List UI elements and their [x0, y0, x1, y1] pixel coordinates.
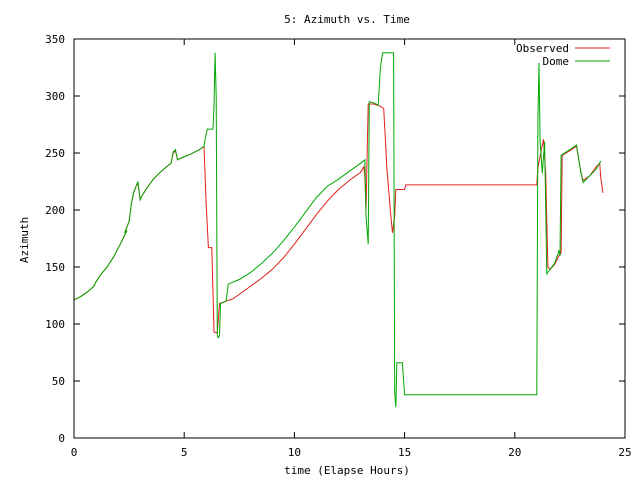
- y-axis-label: Azimuth: [18, 217, 31, 263]
- series-line-dome: [73, 52, 602, 408]
- y-tick-label: 150: [45, 261, 65, 274]
- series-layer: [73, 52, 604, 408]
- chart-title: 5: Azimuth vs. Time: [284, 13, 410, 26]
- x-tick-label: 15: [398, 446, 411, 459]
- y-tick-label: 200: [45, 204, 65, 217]
- y-tick-label: 100: [45, 318, 65, 331]
- y-tick-label: 0: [58, 432, 65, 445]
- y-tick-label: 50: [52, 375, 65, 388]
- x-tick-label: 10: [288, 446, 301, 459]
- x-axis-label: time (Elapse Hours): [284, 464, 410, 477]
- x-tick-label: 0: [71, 446, 78, 459]
- plot-frame: [73, 38, 626, 439]
- y-tick-label: 350: [45, 33, 65, 46]
- x-tick-label: 25: [618, 446, 631, 459]
- legend-label-dome: Dome: [543, 55, 570, 68]
- legend-label-observed: Observed: [516, 42, 569, 55]
- y-tick-label: 300: [45, 90, 65, 103]
- x-tick-label: 20: [508, 446, 521, 459]
- y-tick-label: 250: [45, 147, 65, 160]
- x-tick-label: 5: [181, 446, 188, 459]
